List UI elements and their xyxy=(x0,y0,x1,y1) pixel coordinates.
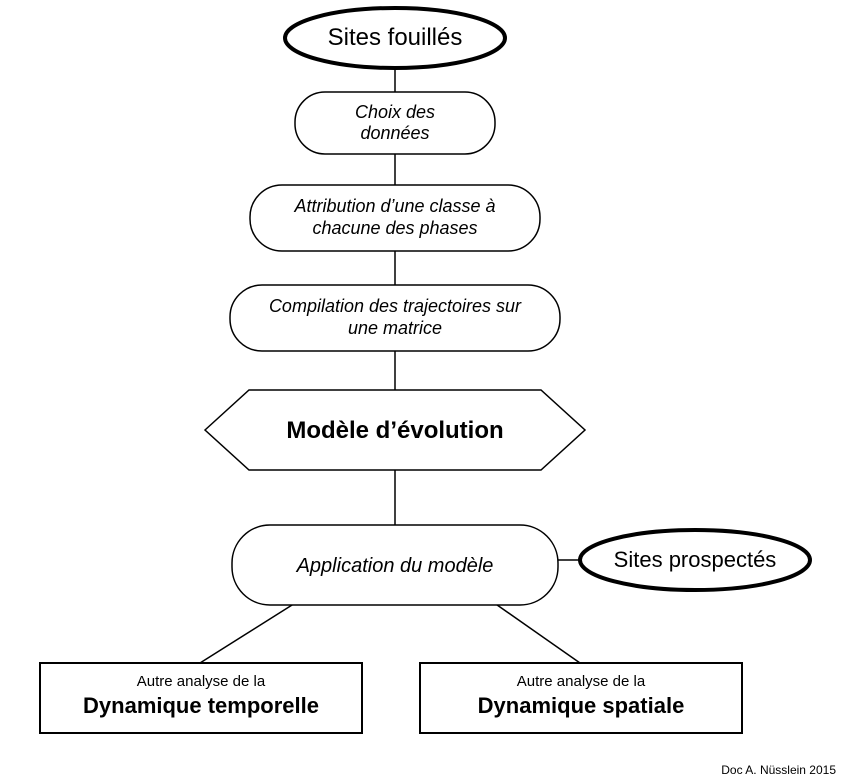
node-label: Sites fouillés xyxy=(328,24,463,51)
node-label: chacune des phases xyxy=(312,218,477,238)
edge xyxy=(200,600,300,663)
node-n4: Compilation des trajectoires surune matr… xyxy=(230,285,560,351)
node-n2: Choix desdonnées xyxy=(295,92,495,154)
node-label: Compilation des trajectoires sur xyxy=(269,296,522,316)
node-n8: Autre analyse de la Dynamique temporelle xyxy=(40,663,362,733)
node-n6: Application du modèle xyxy=(232,525,558,605)
flowchart: Sites fouillés Choix desdonnées Attributio… xyxy=(0,0,848,784)
node-label: Application du modèle xyxy=(296,555,494,577)
node-label: Choix des xyxy=(355,102,435,122)
node-label: Modèle d’évolution xyxy=(286,417,503,444)
node-label: Sites prospectés xyxy=(614,547,777,572)
edge xyxy=(490,600,580,663)
node-n7: Sites prospectés xyxy=(580,530,810,590)
node-n9: Autre analyse de la Dynamique spatiale xyxy=(420,663,742,733)
node-label: Attribution d’une classe à xyxy=(293,196,495,216)
node-label: Dynamique temporelle xyxy=(83,693,319,718)
credit-text: Doc A. Nüsslein 2015 xyxy=(721,763,836,777)
node-label: Dynamique spatiale xyxy=(478,693,685,718)
node-n1: Sites fouillés xyxy=(285,8,505,68)
node-label: données xyxy=(360,123,429,143)
node-n5: Modèle d’évolution xyxy=(205,390,585,470)
node-label: Autre analyse de la xyxy=(137,673,266,690)
node-label: Autre analyse de la xyxy=(517,673,646,690)
node-n3: Attribution d’une classe àchacune des ph… xyxy=(250,185,540,251)
node-label: une matrice xyxy=(348,318,442,338)
